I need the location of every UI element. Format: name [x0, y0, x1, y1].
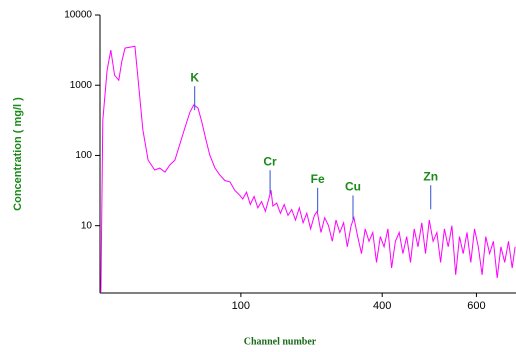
y-tick-label: 1000 [70, 80, 93, 91]
y-axis-label: Concentration ( mg/l ) [12, 97, 24, 211]
y-tick-label: 100 [75, 150, 92, 161]
x-tick-label: 400 [373, 300, 391, 312]
x-tick-label: 100 [232, 300, 250, 312]
annotation: Fe [311, 172, 325, 186]
x-tick-label: 600 [467, 300, 485, 312]
y-tick-label: 10 [81, 220, 93, 231]
annotation: K [190, 70, 199, 84]
y-tick-label: 10000 [64, 10, 92, 21]
x-axis-label: Channel number [244, 336, 317, 347]
data-line [100, 45, 516, 292]
annotation: Zn [423, 169, 438, 183]
annotation: Cu [345, 180, 361, 194]
annotation: Cr [263, 154, 277, 168]
